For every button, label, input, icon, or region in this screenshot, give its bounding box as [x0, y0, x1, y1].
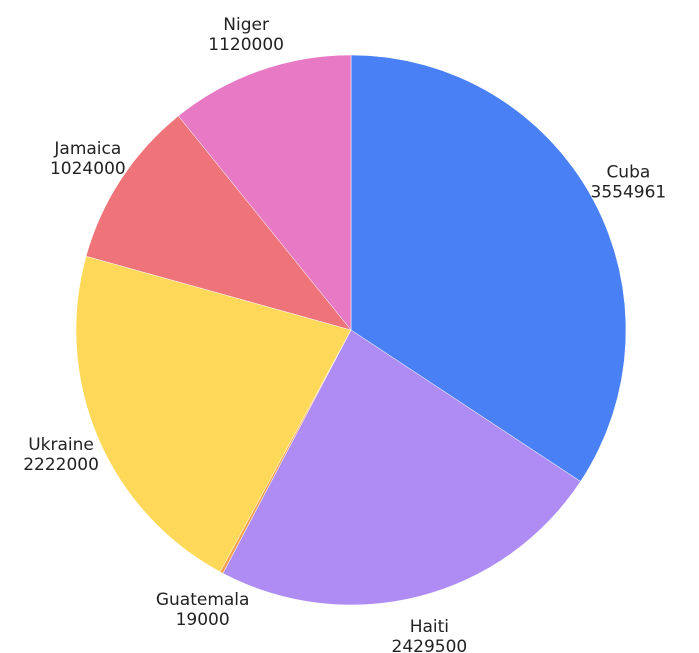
pie-labels: Cuba 3554961 Haiti 2429500 Guatemala 19000 Ukr… [23, 15, 666, 653]
slice-label-jamaica: Jamaica 1024000 [50, 139, 126, 179]
pie-slice-niger [178, 54, 352, 331]
slice-label-value: 1024000 [50, 159, 126, 179]
slice-label-cuba: Cuba 3554961 [591, 163, 667, 203]
slice-label-value: 2429500 [392, 637, 468, 653]
slice-label-value: 1120000 [208, 35, 284, 55]
pie-slices [75, 54, 627, 606]
slice-label-name: Haiti [410, 617, 449, 637]
slice-label-name: Guatemala [156, 590, 250, 610]
slice-label-haiti: Haiti 2429500 [392, 617, 468, 653]
pie-slice-ukraine [75, 255, 352, 573]
slice-label-ukraine: Ukraine 2222000 [23, 435, 99, 475]
slice-label-value: 2222000 [23, 455, 99, 475]
slice-label-name: Cuba [606, 163, 650, 183]
slice-label-name: Niger [223, 15, 269, 35]
pie-slice-haiti [222, 329, 581, 606]
pie-slice-jamaica [85, 115, 352, 331]
slice-label-guatemala: Guatemala 19000 [156, 590, 250, 630]
slice-label-value: 19000 [176, 610, 230, 630]
slice-label-name: Ukraine [28, 435, 94, 455]
slice-label-value: 3554961 [591, 183, 667, 203]
slice-label-niger: Niger 1120000 [208, 15, 284, 55]
pie-slice-cuba [350, 54, 627, 482]
slice-label-name: Jamaica [53, 139, 121, 159]
